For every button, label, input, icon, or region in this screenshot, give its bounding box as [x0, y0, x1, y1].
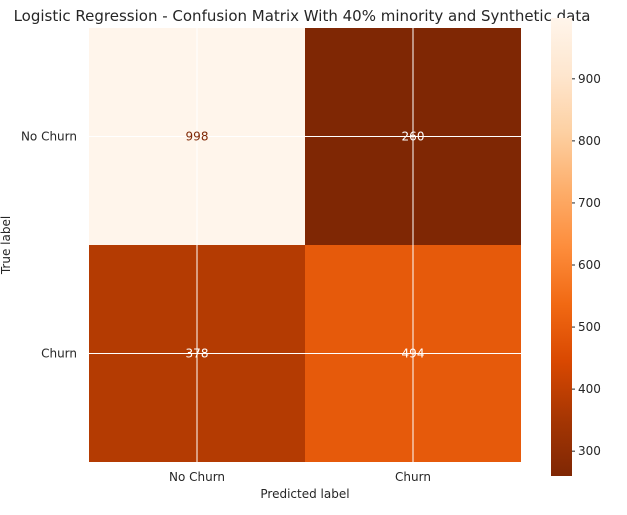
y-axis-ticks: No Churn Churn [21, 130, 77, 361]
y-tick-label: No Churn [21, 130, 77, 144]
y-tick-label: Churn [41, 347, 77, 361]
colorbar-tick-label: 400 [578, 382, 601, 396]
colorbar-tick-label: 500 [578, 320, 601, 334]
heatmap-cells [89, 28, 521, 462]
x-axis-ticks: No Churn Churn [169, 470, 431, 484]
colorbar-tick-label: 800 [578, 134, 601, 148]
cell-value-label: 378 [186, 347, 209, 361]
x-tick-label: No Churn [169, 470, 225, 484]
gridlines [89, 28, 521, 462]
colorbar [551, 18, 572, 476]
chart-title: Logistic Regression - Confusion Matrix W… [14, 7, 591, 25]
cell-value-label: 998 [186, 130, 209, 144]
colorbar-tick-label: 700 [578, 196, 601, 210]
colorbar-tick-label: 900 [578, 72, 601, 86]
x-tick-label: Churn [395, 470, 431, 484]
x-axis-label: Predicted label [260, 487, 349, 501]
cell-value-label: 494 [402, 347, 425, 361]
colorbar-ticks: 300 400 500 600 700 800 900 [572, 72, 601, 458]
y-axis-label: True label [0, 216, 13, 275]
cell-value-label: 260 [402, 130, 425, 144]
colorbar-tick-label: 300 [578, 444, 601, 458]
cell-value-labels: 998 260 378 494 [186, 130, 425, 361]
colorbar-tick-label: 600 [578, 258, 601, 272]
